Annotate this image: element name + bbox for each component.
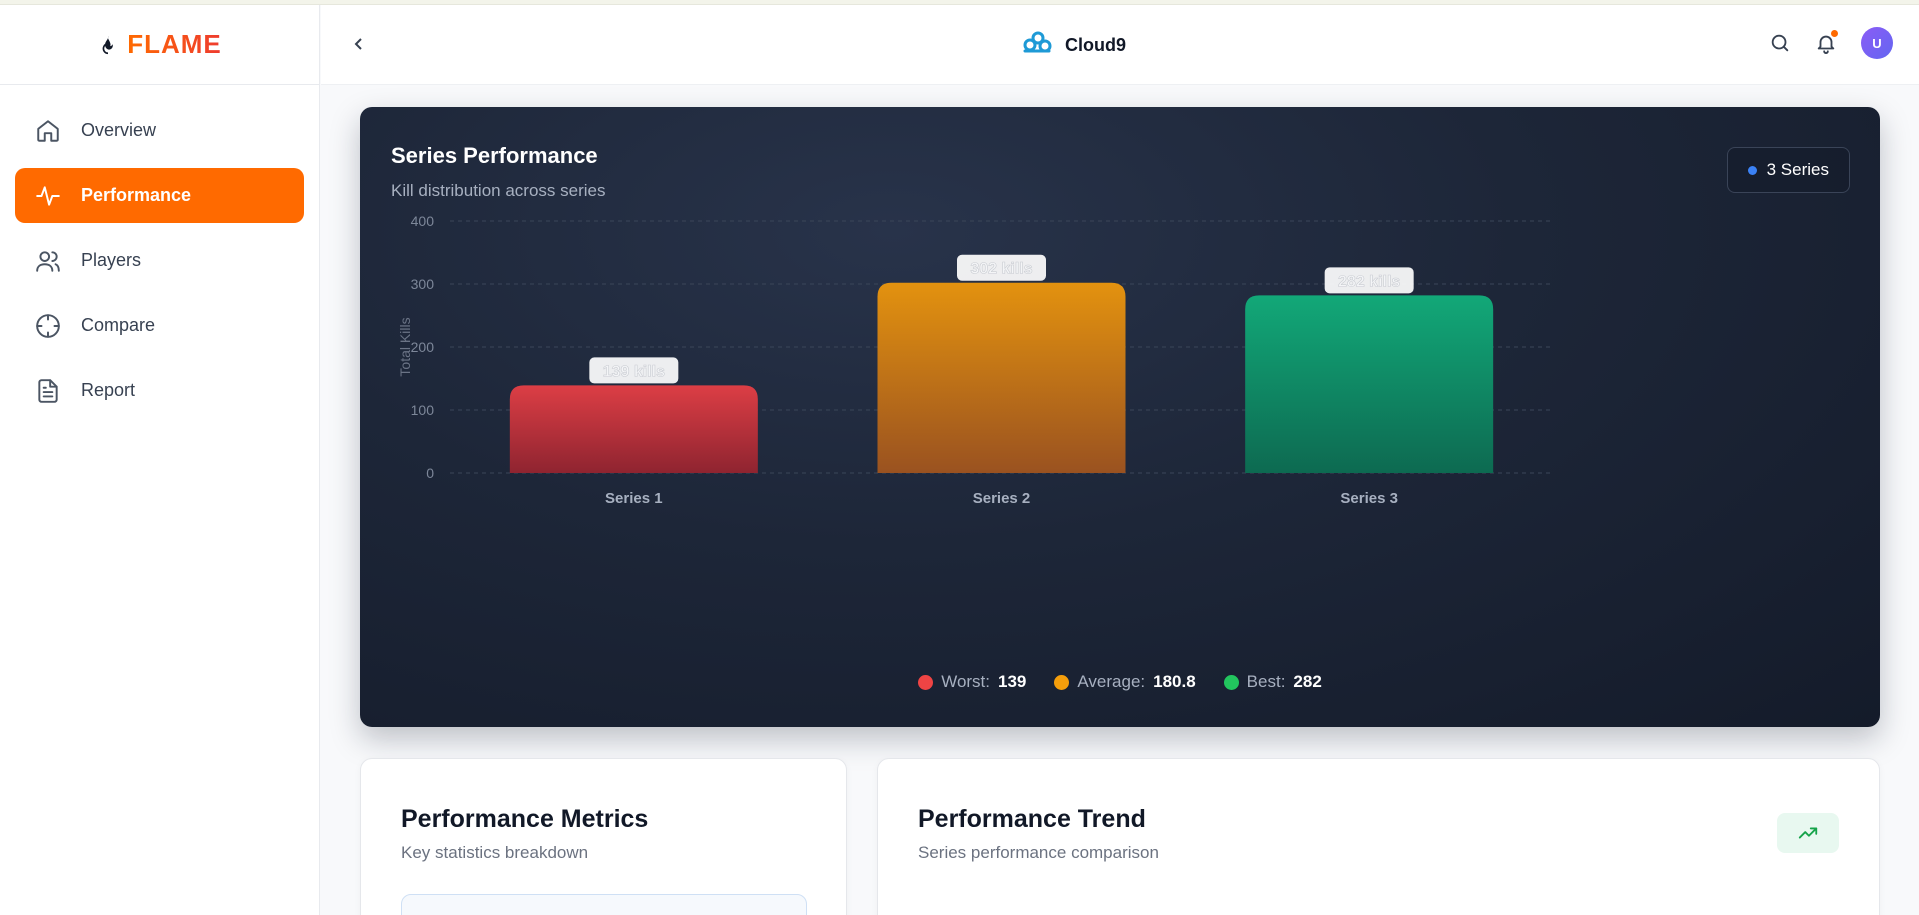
- chart-legend: Worst: 139 Average: 180.8 Best: 282: [360, 672, 1880, 692]
- team-name: Cloud9: [1065, 35, 1126, 55]
- y-tick-label: 100: [411, 402, 435, 418]
- sidebar-item-label: Report: [81, 380, 136, 400]
- data-label: 282 kills: [1338, 273, 1400, 290]
- x-tick-label: Series 1: [605, 490, 663, 507]
- back-chevron-icon: [354, 38, 362, 50]
- trending-up-icon: [1798, 827, 1818, 839]
- activity-icon: [36, 185, 60, 206]
- data-label-bg: [589, 357, 679, 384]
- sidebar-item-overview[interactable]: Overview: [15, 103, 304, 158]
- legend-worst: Worst: 139: [918, 672, 1026, 692]
- notifications-button[interactable]: [1815, 30, 1838, 54]
- y-tick-label: 0: [426, 465, 434, 481]
- legend-dot-average: [1054, 674, 1070, 690]
- header-actions: U: [1769, 27, 1893, 59]
- legend-label: Average:: [1077, 672, 1146, 691]
- sidebar-item-label: Compare: [81, 315, 156, 335]
- sidebar-nav: Overview Performance Players Compare Rep…: [0, 85, 319, 418]
- avatar[interactable]: U: [1861, 27, 1893, 59]
- trend-subtitle: Series performance comparison: [918, 843, 1159, 862]
- home-icon: [37, 119, 59, 142]
- metrics-title: Performance Metrics: [401, 805, 649, 833]
- badge-dot: [1747, 165, 1757, 175]
- browser-top-strip: [0, 0, 1919, 5]
- legend-dot-worst: [918, 674, 934, 690]
- search-button[interactable]: [1769, 32, 1791, 54]
- data-label-bg: [957, 254, 1046, 281]
- bar-chart: 0 100 200 300 400 Total Kills 139 kills Series …: [397, 213, 1553, 507]
- legend-dot-best: [1223, 674, 1239, 690]
- team-selector[interactable]: Cloud9: [1021, 30, 1126, 61]
- notification-dot: [1831, 30, 1838, 37]
- data-label: 139 kills: [603, 363, 665, 380]
- legend-value: 139: [998, 672, 1027, 691]
- bar: [1245, 295, 1494, 473]
- metric-tile: [401, 894, 807, 915]
- series-count-badge[interactable]: 3 Series: [1726, 147, 1850, 193]
- trend-title: Performance Trend: [918, 805, 1146, 833]
- badge-label: 3 Series: [1766, 160, 1829, 179]
- legend-best: Best: 282: [1223, 672, 1322, 692]
- x-tick-label: Series 3: [1340, 490, 1398, 507]
- y-tick-label: 400: [411, 213, 435, 229]
- sidebar-item-label: Players: [81, 250, 142, 270]
- cloud9-logo-icon: [1021, 30, 1053, 61]
- x-tick-label: Series 2: [973, 490, 1031, 507]
- search-icon: [1771, 34, 1789, 52]
- data-label-bg: [1324, 267, 1414, 294]
- chart-subtitle: Kill distribution across series: [391, 181, 606, 200]
- crosshair-icon: [36, 313, 60, 338]
- sidebar-item-players[interactable]: Players: [15, 233, 304, 288]
- trend-button[interactable]: [1777, 813, 1839, 853]
- brand-logo[interactable]: FLAME: [0, 5, 319, 85]
- flame-icon: [97, 34, 119, 56]
- legend-value: 180.8: [1153, 672, 1196, 691]
- legend-label: Worst:: [941, 672, 991, 691]
- metrics-subtitle: Key statistics breakdown: [401, 843, 589, 862]
- sidebar-item-performance[interactable]: Performance: [15, 168, 304, 223]
- users-icon: [36, 250, 60, 272]
- performance-metrics-card: Performance Metrics Key statistics break…: [360, 758, 847, 915]
- bar: [877, 282, 1126, 473]
- sidebar-item-label: Performance: [81, 185, 192, 205]
- chart-title: Series Performance: [391, 143, 598, 168]
- bar: [509, 385, 758, 473]
- top-header: Cloud9 U: [321, 5, 1919, 85]
- back-button[interactable]: [347, 32, 371, 56]
- sidebar: FLAME Overview Performance Players Compa…: [0, 5, 320, 915]
- performance-trend-card: Performance Trend Series performance com…: [877, 758, 1880, 915]
- legend-label: Best:: [1246, 672, 1286, 691]
- data-label: 302 kills: [970, 261, 1032, 278]
- y-tick-label: 300: [411, 276, 435, 292]
- sidebar-item-compare[interactable]: Compare: [15, 298, 304, 353]
- y-tick-label: 200: [411, 339, 435, 355]
- file-text-icon: [38, 378, 58, 403]
- legend-value: 282: [1293, 672, 1322, 691]
- bell-icon: [1817, 35, 1835, 54]
- sidebar-item-label: Overview: [81, 120, 157, 140]
- y-axis-label: Total Kills: [397, 317, 413, 376]
- sidebar-item-report[interactable]: Report: [15, 363, 304, 418]
- brand-name: FLAME: [127, 29, 222, 59]
- series-performance-card: Series Performance Kill distribution acr…: [360, 107, 1880, 727]
- legend-average: Average: 180.8: [1054, 672, 1196, 692]
